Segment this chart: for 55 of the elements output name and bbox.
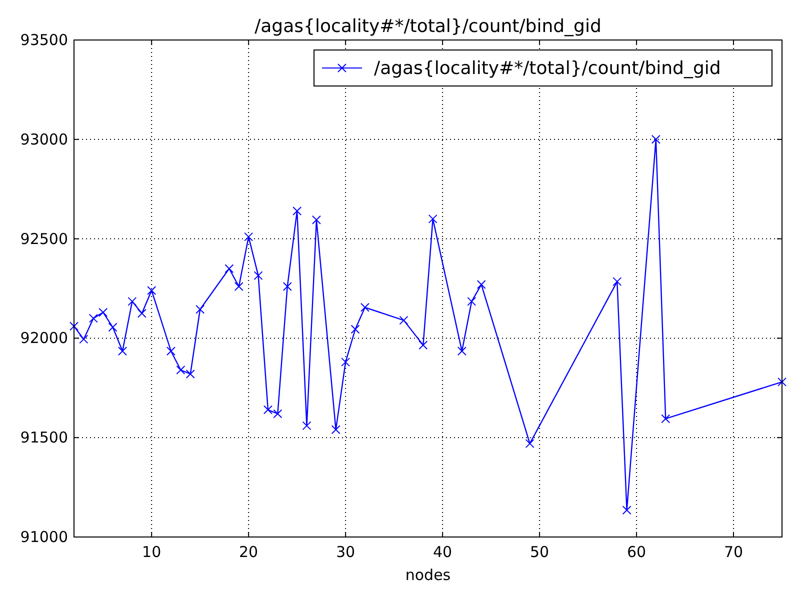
point bbox=[418, 340, 428, 350]
x-tick-label: 10 bbox=[142, 543, 162, 561]
x-axis-title: nodes bbox=[405, 566, 451, 584]
point bbox=[341, 358, 350, 367]
point bbox=[273, 409, 282, 418]
point bbox=[399, 316, 408, 325]
point bbox=[234, 282, 244, 292]
point bbox=[176, 366, 186, 375]
point bbox=[292, 206, 302, 216]
point bbox=[525, 439, 534, 448]
x-tick-label: 50 bbox=[530, 543, 550, 561]
y-tick-label: 91000 bbox=[20, 528, 68, 546]
x-tick-label: 20 bbox=[239, 543, 258, 561]
y-tick-label: 92000 bbox=[20, 329, 68, 348]
point bbox=[196, 304, 205, 314]
point bbox=[263, 405, 272, 414]
point bbox=[137, 308, 146, 318]
y-tick-label: 93500 bbox=[20, 31, 68, 49]
point bbox=[661, 414, 670, 424]
point bbox=[651, 134, 660, 144]
point bbox=[79, 334, 88, 344]
point bbox=[186, 369, 195, 378]
point bbox=[778, 377, 786, 386]
point bbox=[166, 346, 176, 356]
point bbox=[147, 286, 156, 295]
point bbox=[331, 425, 340, 434]
x-tick-label: 70 bbox=[724, 543, 744, 561]
point bbox=[467, 296, 476, 306]
y-tick-label: 92500 bbox=[20, 230, 68, 248]
x-tick-label: 40 bbox=[433, 543, 452, 561]
point bbox=[622, 506, 632, 515]
point bbox=[612, 277, 622, 286]
x-tick-label: 30 bbox=[336, 543, 356, 561]
point bbox=[70, 322, 78, 331]
point bbox=[224, 264, 234, 274]
chart-title: /agas{locality#*/total}/count/bind_gid bbox=[254, 16, 602, 37]
point bbox=[282, 282, 292, 292]
point bbox=[476, 280, 486, 290]
x-tick-label: 60 bbox=[626, 543, 646, 561]
point bbox=[128, 296, 137, 306]
y-tick-label: 93000 bbox=[20, 130, 68, 148]
point bbox=[360, 302, 370, 312]
y-tick-label: 91500 bbox=[20, 428, 68, 447]
point bbox=[302, 421, 312, 430]
point bbox=[457, 346, 466, 356]
point bbox=[88, 314, 98, 323]
point bbox=[98, 308, 108, 317]
point bbox=[108, 322, 118, 332]
point bbox=[118, 346, 127, 356]
legend-label: /agas{locality#*/total}/count/bind_gid bbox=[374, 58, 721, 79]
point bbox=[254, 271, 263, 280]
point bbox=[428, 214, 438, 224]
point bbox=[244, 232, 254, 242]
point bbox=[312, 215, 321, 224]
point bbox=[350, 324, 360, 334]
